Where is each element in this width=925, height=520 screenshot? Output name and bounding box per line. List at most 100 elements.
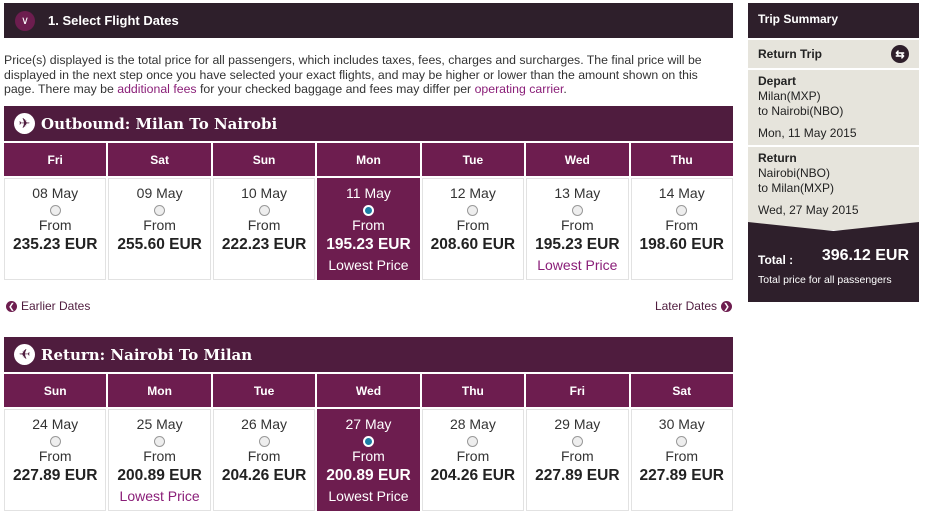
from-label: From bbox=[560, 217, 594, 233]
earlier-dates-link[interactable]: ❮ Earlier Dates bbox=[6, 299, 90, 313]
total-label: Total : bbox=[758, 253, 794, 267]
date-label: 10 May bbox=[241, 185, 288, 201]
price: 200.89 EUR bbox=[117, 467, 202, 484]
from-label: From bbox=[352, 448, 385, 464]
day-header: Wed bbox=[526, 143, 629, 176]
date-column: Sat 30 May From 227.89 EUR bbox=[630, 374, 733, 511]
date-label: 26 May bbox=[241, 416, 288, 432]
date-label: 24 May bbox=[32, 416, 79, 432]
plane-return-icon: ✈ bbox=[14, 344, 35, 365]
date-option[interactable]: 28 May From 204.26 EUR bbox=[421, 409, 525, 511]
depart-date: Mon, 11 May 2015 bbox=[758, 126, 857, 140]
from-label: From bbox=[560, 448, 594, 464]
date-radio[interactable] bbox=[571, 205, 583, 216]
lowest-price-badge: Lowest Price bbox=[328, 488, 409, 504]
date-option[interactable]: 29 May From 227.89 EUR bbox=[526, 409, 629, 511]
date-radio[interactable] bbox=[676, 436, 688, 447]
date-option[interactable]: 27 May From 200.89 EUR Lowest Price bbox=[317, 409, 420, 511]
date-radio[interactable] bbox=[467, 436, 479, 447]
date-column: Mon 25 May From 200.89 EUR Lowest Price bbox=[108, 374, 211, 511]
date-radio[interactable] bbox=[676, 205, 688, 216]
return-summary: Return Nairobi(NBO) to Milan(MXP) Wed, 27 M… bbox=[748, 147, 919, 230]
date-label: 28 May bbox=[449, 416, 496, 432]
date-column: Sun 10 May From 222.23 EUR bbox=[212, 143, 316, 280]
chevron-down-icon[interactable]: ∨ bbox=[15, 10, 35, 31]
date-column: Sun 24 May From 227.89 EUR bbox=[4, 374, 107, 511]
day-header: Tue bbox=[212, 374, 316, 407]
total-note: Total price for all passengers bbox=[758, 274, 892, 286]
date-option[interactable]: 25 May From 200.89 EUR Lowest Price bbox=[108, 409, 211, 511]
outbound-date-grid: Fri 08 May From 235.23 EUR Sat 09 May From 255.… bbox=[4, 143, 733, 280]
price: 227.89 EUR bbox=[12, 467, 98, 484]
step-header[interactable]: ∨ 1. Select Flight Dates bbox=[4, 3, 733, 38]
date-column: Thu 28 May From 204.26 EUR bbox=[421, 374, 525, 511]
date-option[interactable]: 30 May From 227.89 EUR bbox=[630, 409, 733, 511]
depart-label: Depart bbox=[758, 74, 797, 88]
price: 200.89 EUR bbox=[326, 467, 411, 484]
date-option[interactable]: 24 May From 227.89 EUR bbox=[4, 409, 107, 511]
return-title: Return: Nairobi To Milan bbox=[41, 345, 253, 364]
date-radio[interactable] bbox=[467, 205, 479, 216]
from-label: From bbox=[38, 448, 72, 464]
price-note: Price(s) displayed is the total price fo… bbox=[4, 53, 729, 97]
return-label: Return bbox=[758, 151, 797, 165]
operating-carrier-link[interactable]: operating carrier bbox=[474, 82, 564, 96]
return-header: ✈ Return: Nairobi To Milan bbox=[4, 337, 733, 372]
depart-to: to Nairobi(NBO) bbox=[758, 104, 844, 118]
from-label: From bbox=[247, 448, 281, 464]
trip-type-row: Return Trip ⇆ bbox=[748, 40, 919, 68]
date-radio[interactable] bbox=[362, 205, 374, 216]
day-header: Sat bbox=[630, 374, 733, 407]
date-radio[interactable] bbox=[362, 436, 374, 447]
price: 227.89 EUR bbox=[639, 467, 724, 484]
note-text: . bbox=[563, 82, 567, 96]
date-radio[interactable] bbox=[154, 436, 166, 447]
day-header: Fri bbox=[4, 143, 107, 176]
step-title: 1. Select Flight Dates bbox=[48, 13, 179, 28]
date-radio[interactable] bbox=[49, 436, 61, 447]
date-column: Thu 14 May From 198.60 EUR bbox=[630, 143, 733, 280]
trip-summary: Trip Summary Return Trip ⇆ Depart Milan(MX… bbox=[748, 3, 919, 302]
date-option[interactable]: 08 May From 235.23 EUR bbox=[4, 178, 107, 280]
date-radio[interactable] bbox=[571, 436, 583, 447]
date-option[interactable]: 13 May From 195.23 EUR Lowest Price bbox=[526, 178, 629, 280]
date-option[interactable]: 26 May From 204.26 EUR bbox=[212, 409, 316, 511]
earlier-dates-label: Earlier Dates bbox=[21, 299, 91, 313]
return-from: Nairobi(NBO) bbox=[758, 166, 831, 180]
date-radio[interactable] bbox=[258, 205, 270, 216]
day-header: Wed bbox=[317, 374, 420, 407]
date-option[interactable]: 11 May From 195.23 EUR Lowest Price bbox=[317, 178, 420, 280]
depart-summary: Depart Milan(MXP) to Nairobi(NBO) Mon, 11 M… bbox=[748, 70, 919, 145]
from-label: From bbox=[665, 448, 699, 464]
date-column: Mon 11 May From 195.23 EUR Lowest Price bbox=[317, 143, 420, 280]
swap-icon[interactable]: ⇆ bbox=[891, 45, 909, 63]
later-dates-link[interactable]: Later Dates ❯ bbox=[655, 299, 732, 313]
date-option[interactable]: 14 May From 198.60 EUR bbox=[630, 178, 733, 280]
day-header: Fri bbox=[526, 374, 629, 407]
trip-summary-title: Trip Summary bbox=[748, 3, 919, 38]
date-radio[interactable] bbox=[49, 205, 61, 216]
chevron-right-icon: ❯ bbox=[721, 300, 732, 312]
from-label: From bbox=[143, 448, 176, 464]
date-option[interactable]: 12 May From 208.60 EUR bbox=[421, 178, 525, 280]
chevron-left-icon: ❮ bbox=[6, 300, 17, 312]
return-date: Wed, 27 May 2015 bbox=[758, 203, 859, 217]
day-header: Sun bbox=[4, 374, 107, 407]
day-header: Mon bbox=[317, 143, 420, 176]
price: 195.23 EUR bbox=[535, 236, 620, 253]
date-radio[interactable] bbox=[154, 205, 166, 216]
date-label: 08 May bbox=[32, 185, 79, 201]
total-price: 396.12 EUR bbox=[821, 247, 909, 264]
date-column: Sat 09 May From 255.60 EUR bbox=[108, 143, 211, 280]
additional-fees-link[interactable]: additional fees bbox=[117, 82, 197, 96]
date-option[interactable]: 09 May From 255.60 EUR bbox=[108, 178, 211, 280]
price: 208.60 EUR bbox=[430, 236, 516, 253]
day-header: Sun bbox=[212, 143, 316, 176]
date-column: Tue 26 May From 204.26 EUR bbox=[212, 374, 316, 511]
date-radio[interactable] bbox=[258, 436, 270, 447]
day-header: Thu bbox=[421, 374, 525, 407]
day-header: Mon bbox=[108, 374, 211, 407]
from-label: From bbox=[143, 217, 176, 233]
date-column: Wed 13 May From 195.23 EUR Lowest Price bbox=[526, 143, 629, 280]
date-option[interactable]: 10 May From 222.23 EUR bbox=[212, 178, 316, 280]
